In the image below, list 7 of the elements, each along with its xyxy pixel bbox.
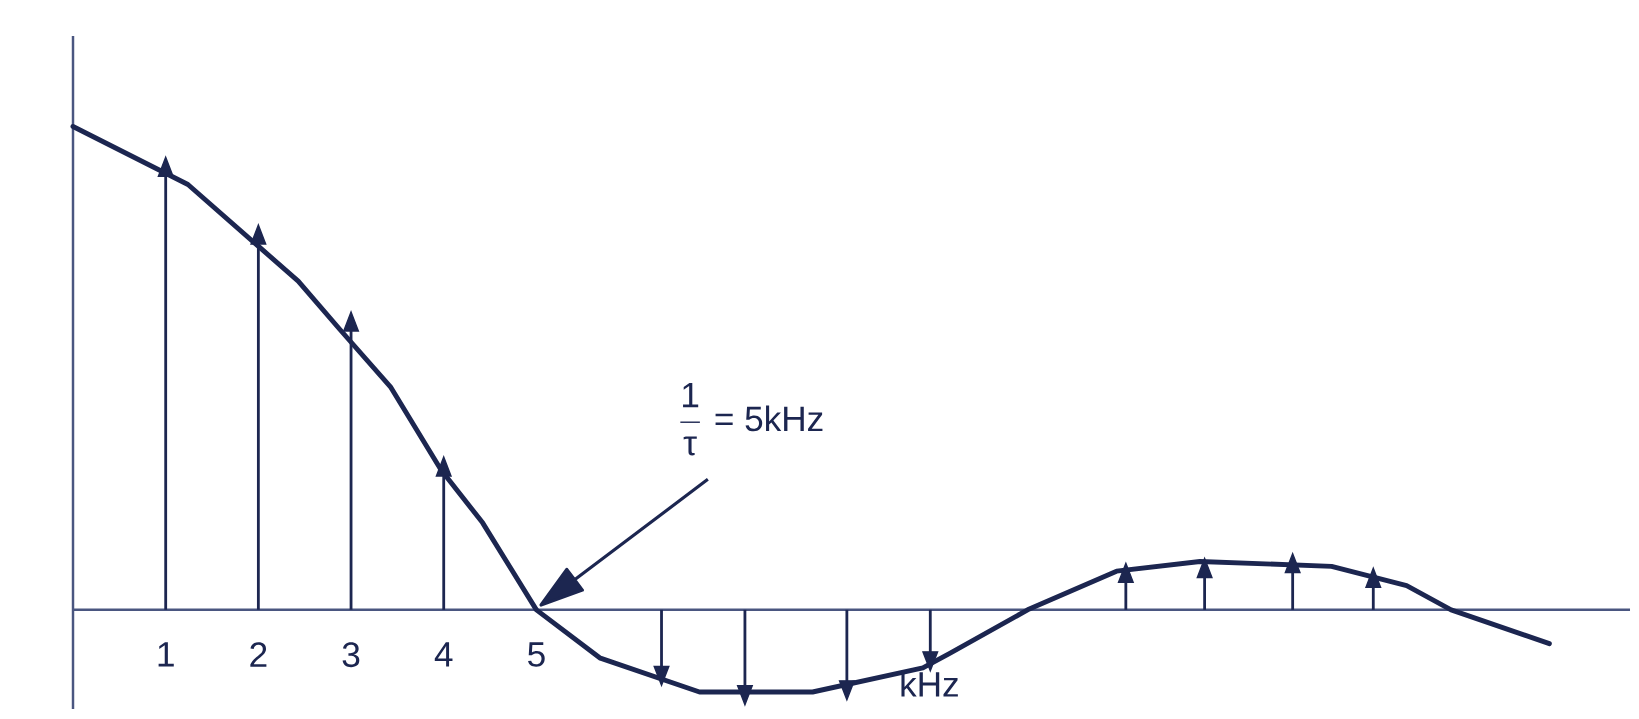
x-axis-title: kHz [901,671,958,697]
annotation: $\frac{\text{1}}{\text{τ}}\text{ = 5kHz}$ [680,383,823,456]
x-tick-label: 2 [250,642,267,667]
x-tick-label: 5 [528,642,545,667]
x-tick-label: 1 [158,642,174,667]
x-tick-label: 3 [342,642,360,668]
x-tick-label: 4 [434,642,453,667]
